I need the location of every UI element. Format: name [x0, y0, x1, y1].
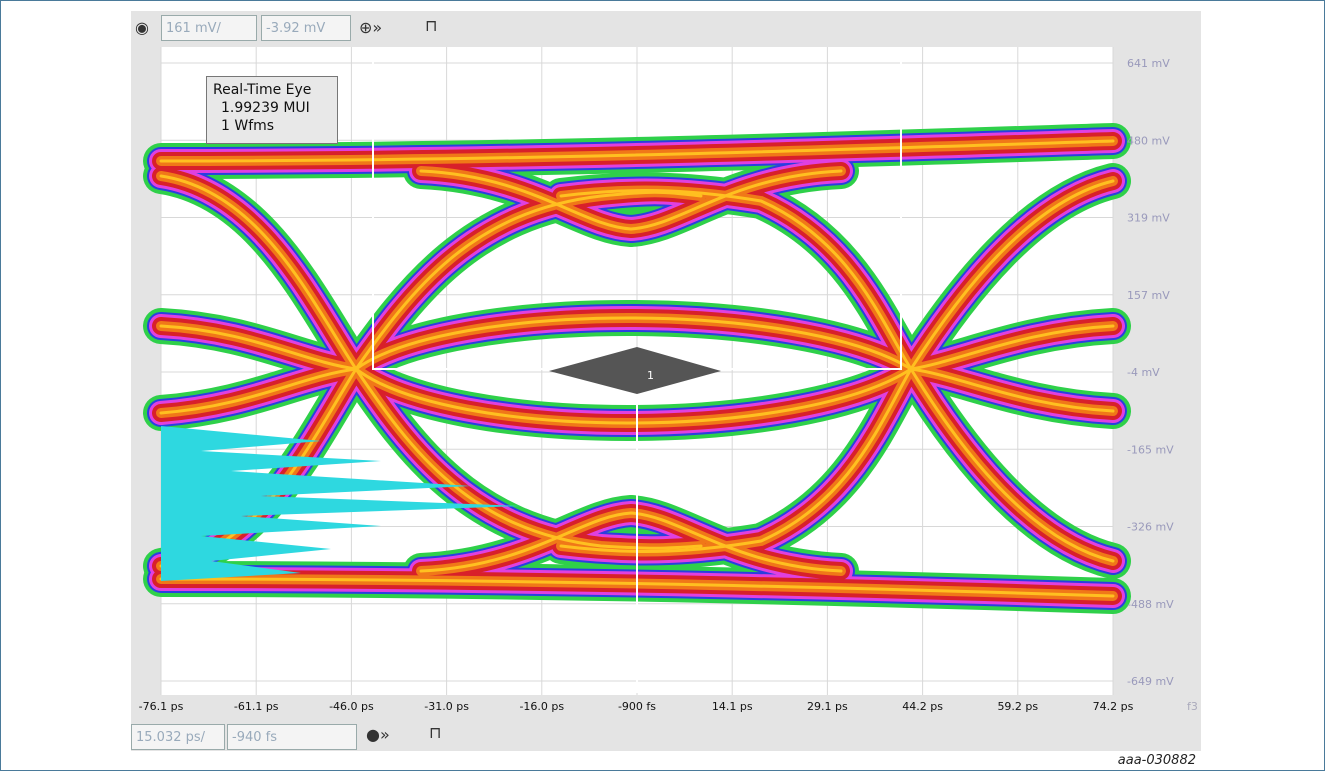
- y-axis-label: 480 mV: [1127, 134, 1170, 147]
- y-axis-label: -326 mV: [1127, 521, 1174, 534]
- y-axis-labels: 641 mV 480 mV 319 mV 157 mV -4 mV -165 mV -326…: [1127, 57, 1174, 688]
- histogram: [161, 426, 521, 581]
- info-title: Real-Time Eye: [213, 82, 312, 98]
- vertical-scale[interactable]: 161 mV/: [161, 15, 257, 41]
- y-axis-label: 319 mV: [1127, 212, 1170, 225]
- x-axis-label: -76.1 ps: [139, 700, 184, 713]
- y-axis-label: -488 mV: [1127, 598, 1174, 611]
- x-axis-label: -61.1 ps: [234, 700, 279, 713]
- y-axis-label: 641 mV: [1127, 57, 1170, 70]
- info-box: Real-Time Eye 1.99239 MUI 1 Wfms: [206, 76, 338, 144]
- x-axis-label: -16.0 ps: [519, 700, 564, 713]
- y-axis-label: -4 mV: [1127, 366, 1160, 379]
- vertical-offset[interactable]: -3.92 mV: [261, 15, 351, 41]
- y-axis-label: -649 mV: [1127, 675, 1174, 688]
- pin-button[interactable]: ⊓: [429, 723, 442, 742]
- x-axis-label: 59.2 ps: [997, 700, 1038, 713]
- x-axis-label: 29.1 ps: [807, 700, 848, 713]
- y-axis-label: -165 mV: [1127, 443, 1174, 456]
- channel-icon[interactable]: ◉: [135, 18, 149, 37]
- x-axis-label: 14.1 ps: [712, 700, 753, 713]
- x-axis-label: -900 fs: [618, 700, 656, 713]
- pin-button[interactable]: ⊓: [425, 16, 438, 35]
- info-line: 1 Wfms: [221, 118, 275, 134]
- cursor-id: 1: [647, 369, 654, 382]
- horizontal-scale[interactable]: 15.032 ps/: [131, 724, 225, 750]
- info-line: 1.99239 MUI: [221, 100, 310, 116]
- x-axis-label: -31.0 ps: [424, 700, 469, 713]
- figure-id: aaa-030882: [1117, 753, 1196, 768]
- add-button[interactable]: ⊕»: [359, 18, 383, 37]
- mask-diamond: [549, 347, 721, 394]
- x-axis-labels: -76.1 ps -61.1 ps -46.0 ps -31.0 ps -16.0 ps…: [139, 700, 1134, 713]
- y-axis-label: 157 mV: [1127, 289, 1170, 302]
- x-axis-label: -46.0 ps: [329, 700, 374, 713]
- timebase-button[interactable]: ●»: [366, 725, 390, 744]
- x-axis-label: 74.2 ps: [1093, 700, 1134, 713]
- horizontal-offset[interactable]: -940 fs: [227, 724, 357, 750]
- x-axis-label: 44.2 ps: [902, 700, 943, 713]
- x-axis-extra: f3: [1187, 700, 1198, 713]
